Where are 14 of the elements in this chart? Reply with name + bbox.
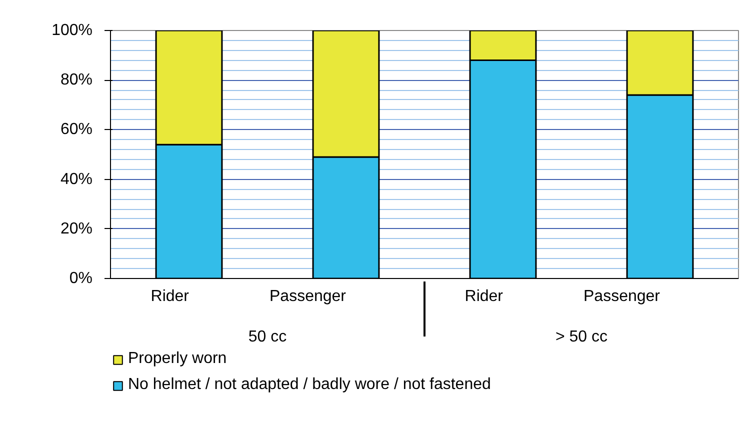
x-tick-label: Rider	[150, 288, 190, 305]
x-tick-label: Rider	[464, 288, 504, 305]
y-tick-label: 80%	[60, 72, 93, 89]
y-tick-label: 60%	[60, 121, 93, 138]
y-tick-label: 0%	[69, 270, 92, 287]
y-tick-label: 40%	[60, 170, 93, 188]
legend-label: Properly worn	[128, 350, 227, 368]
y-tick-label: 100%	[52, 22, 92, 39]
x-tick-label: Passenger	[584, 288, 661, 305]
text: > 50 cc	[555, 328, 608, 346]
text: 50 cc	[248, 328, 287, 346]
x-tick-label: Passenger	[270, 288, 347, 305]
y-tick-label: 20%	[60, 220, 93, 238]
legend-label: No helmet / not adapted / badly wore / not fastened	[128, 376, 491, 394]
